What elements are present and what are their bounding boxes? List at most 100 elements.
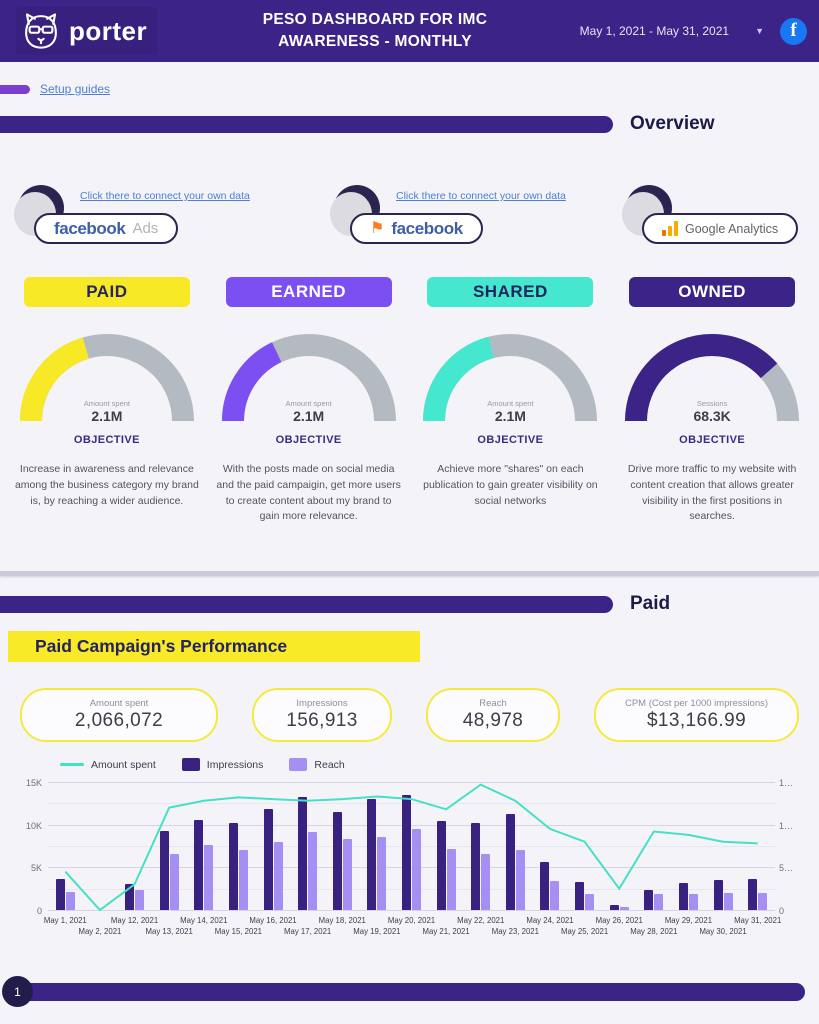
page-number-badge[interactable]: 1	[2, 976, 33, 1007]
x-tick-label: May 23, 2021	[491, 927, 539, 936]
channel-earned: EARNED Amount spent 2.1M OBJECTIVE With …	[208, 277, 410, 525]
reach-bar[interactable]	[377, 837, 387, 910]
impressions-bar[interactable]	[402, 794, 411, 910]
x-tick-label: May 1, 2021	[43, 916, 87, 925]
impressions-bar[interactable]	[713, 880, 723, 910]
reach-bar[interactable]	[758, 892, 768, 910]
x-tick-label: May 28, 2021	[630, 927, 678, 936]
impressions-bar[interactable]	[298, 796, 308, 910]
facebook-ads-pill[interactable]: facebook Ads	[34, 213, 179, 244]
impressions-bar[interactable]	[228, 822, 238, 910]
x-tick-label: May 29, 2021	[664, 916, 713, 925]
y-tick-label: 1…	[779, 778, 794, 788]
impressions-bar[interactable]	[55, 879, 65, 910]
setup-guides-link[interactable]: Setup guides	[40, 82, 111, 96]
shared-gauge: Amount spent 2.1M	[420, 329, 600, 426]
impressions-bar[interactable]	[505, 814, 515, 910]
x-tick-label: May 20, 2021	[387, 916, 436, 925]
gridline	[48, 910, 775, 911]
reach-bar[interactable]	[204, 845, 214, 910]
reach-bar[interactable]	[169, 853, 179, 910]
impressions-bar[interactable]	[609, 904, 619, 910]
reach-bar[interactable]	[446, 848, 456, 910]
impressions-bar[interactable]	[159, 830, 169, 910]
impressions-bar[interactable]	[263, 809, 273, 910]
gridline	[48, 782, 775, 783]
reach-bar[interactable]	[619, 906, 629, 910]
paid-section-header: Paid	[0, 593, 819, 615]
connect-data-link[interactable]: Click there to connect your own data	[396, 190, 566, 202]
impressions-bar[interactable]	[748, 879, 758, 910]
gridline	[48, 803, 775, 805]
reach-bar[interactable]	[273, 841, 283, 910]
reach-bar[interactable]	[688, 893, 698, 910]
facebook-pill[interactable]: ⚑ facebook	[350, 213, 483, 244]
gauge-metric-value: 2.1M	[494, 408, 526, 424]
impressions-bar[interactable]	[367, 799, 377, 910]
impressions-bar[interactable]	[436, 821, 446, 910]
impressions-bar[interactable]	[644, 889, 654, 910]
bar-swatch-icon	[289, 758, 308, 771]
impressions-bar[interactable]	[125, 883, 135, 910]
objective-text: Achieve more "shares" on each publicatio…	[423, 463, 598, 507]
reach-bar[interactable]	[515, 850, 525, 910]
impressions-bar[interactable]	[678, 882, 688, 910]
flag-icon: ⚑	[370, 219, 385, 237]
shared-badge: SHARED	[427, 277, 594, 307]
gauge-metric-value: 2.1M	[91, 408, 123, 424]
date-range-value: May 1, 2021 - May 31, 2021	[579, 24, 730, 38]
impressions-bar[interactable]	[332, 811, 342, 910]
overview-section-bar	[0, 115, 613, 133]
stat-card-cpm: CPM (Cost per 1000 impressions) $13,166.…	[594, 688, 799, 742]
line-swatch-icon	[60, 763, 84, 766]
bar-swatch-icon	[181, 758, 200, 771]
legend-reach: Reach	[289, 758, 345, 771]
x-tick-label: May 30, 2021	[699, 927, 747, 936]
facebook-wordmark: facebook	[54, 218, 126, 238]
reach-bar[interactable]	[412, 828, 421, 910]
impressions-bar[interactable]	[471, 822, 481, 910]
x-tick-label: May 31, 2021	[734, 916, 782, 925]
porter-cat-icon	[25, 13, 57, 49]
amount-spent-line[interactable]	[64, 783, 758, 912]
chart-legend: Amount spent Impressions Reach	[60, 758, 345, 771]
impressions-bar[interactable]	[575, 881, 585, 910]
x-tick-label: May 19, 2021	[353, 927, 401, 936]
y-tick-label: 0	[779, 906, 785, 916]
gridline	[48, 888, 775, 890]
reach-bar[interactable]	[723, 892, 733, 910]
date-range-picker[interactable]: May 1, 2021 - May 31, 2021 ▼	[580, 24, 764, 38]
reach-bar[interactable]	[65, 892, 75, 910]
footer-bar	[10, 983, 805, 1001]
overview-section-header: Overview	[0, 113, 819, 135]
x-tick-label: May 13, 2021	[145, 927, 193, 936]
reach-bar[interactable]	[481, 853, 491, 910]
x-tick-label: May 24, 2021	[526, 916, 574, 925]
x-tick-label: May 12, 2021	[110, 916, 159, 925]
data-connectors-row: Click there to connect your own data fac…	[0, 183, 819, 263]
reach-bar[interactable]	[308, 831, 318, 910]
google-analytics-pill[interactable]: Google Analytics	[642, 213, 799, 244]
impressions-bar[interactable]	[194, 820, 204, 910]
reach-bar[interactable]	[342, 839, 352, 910]
x-tick-label: May 26, 2021	[595, 916, 643, 925]
y-tick-label: 1…	[779, 820, 794, 831]
y-tick-label: 5K	[30, 863, 42, 874]
overview-section-label: Overview	[630, 113, 715, 134]
paid-gauge: Amount spent 2.1M	[17, 329, 197, 426]
paid-section-label: Paid	[630, 593, 671, 614]
x-tick-label: May 16, 2021	[249, 916, 297, 925]
facebook-icon[interactable]: f	[780, 17, 807, 45]
reach-bar[interactable]	[585, 893, 595, 910]
x-tick-label: May 25, 2021	[560, 927, 609, 936]
x-tick-label: May 18, 2021	[318, 916, 366, 925]
setup-guides-row: Setup guides	[0, 82, 819, 96]
connect-data-link[interactable]: Click there to connect your own data	[80, 190, 250, 202]
reach-bar[interactable]	[654, 893, 664, 910]
impressions-bar[interactable]	[540, 862, 550, 910]
reach-bar[interactable]	[135, 890, 145, 910]
reach-bar[interactable]	[550, 881, 560, 910]
paid-badge: PAID	[23, 277, 190, 307]
reach-bar[interactable]	[238, 850, 248, 910]
